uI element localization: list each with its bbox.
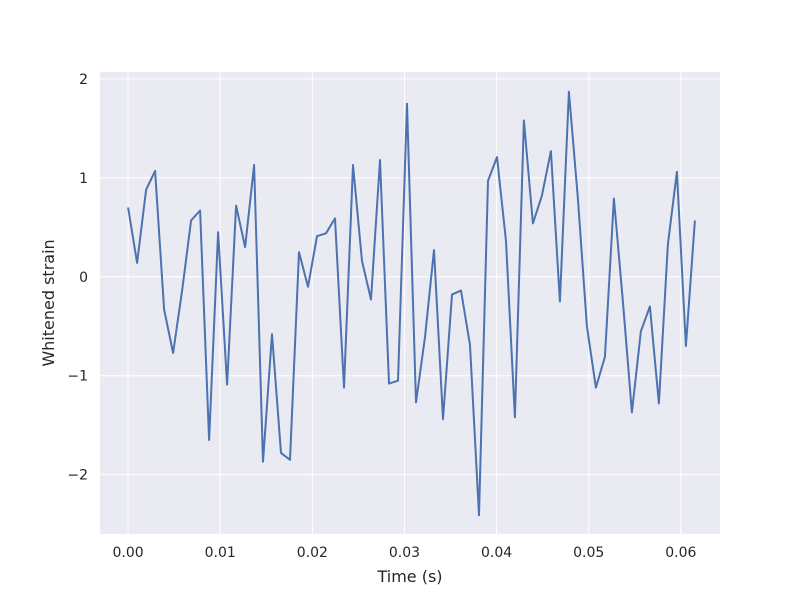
y-tick-label: 1 <box>79 171 88 187</box>
y-tick-label: −1 <box>67 369 88 385</box>
x-tick-label: 0.06 <box>665 545 696 561</box>
x-tick-labels: 0.00 0.01 0.02 0.03 0.04 0.05 0.06 <box>113 545 697 561</box>
x-tick-label: 0.04 <box>481 545 512 561</box>
plot-area <box>100 72 720 534</box>
series-layer <box>127 90 696 517</box>
x-axis-label: Time (s) <box>376 567 442 586</box>
x-tick-label: 0.03 <box>389 545 420 561</box>
y-tick-label: 0 <box>79 270 88 286</box>
x-tick-label: 0.02 <box>297 545 328 561</box>
y-axis-label: Whitened strain <box>39 239 58 366</box>
y-tick-label: 2 <box>79 72 88 88</box>
x-tick-label: 0.01 <box>205 545 236 561</box>
y-tick-label: −2 <box>67 468 88 484</box>
grid <box>100 72 720 534</box>
x-tick-label: 0.05 <box>573 545 604 561</box>
series-line <box>127 90 696 517</box>
x-tick-label: 0.00 <box>113 545 144 561</box>
y-tick-labels: −2 −1 0 1 2 <box>67 72 88 484</box>
